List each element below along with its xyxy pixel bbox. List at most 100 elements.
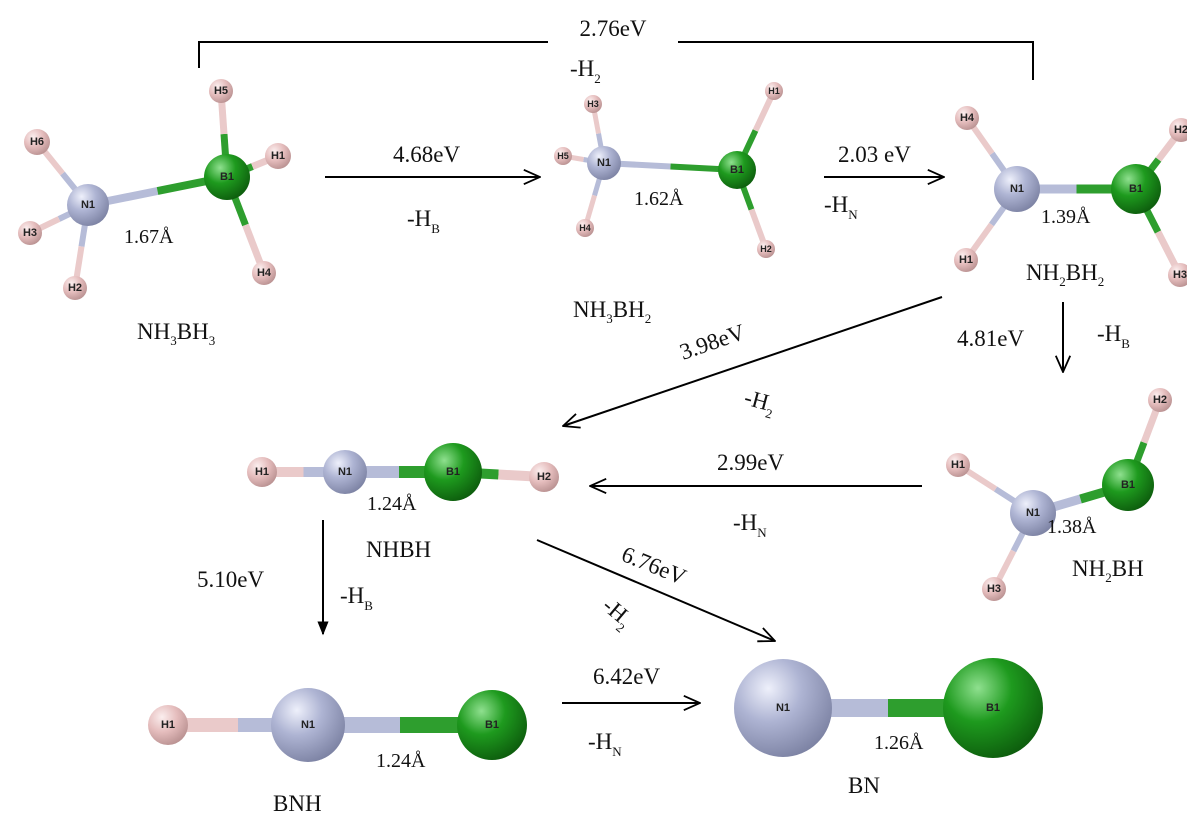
atom-label-n: N1 xyxy=(81,199,95,211)
bond-length-bn: 1.26Å xyxy=(874,732,924,754)
molecule-name-subscript: 3 xyxy=(606,311,613,326)
atom-h1 xyxy=(954,248,978,272)
molecule-name-nh3bh3: NH3BH3 xyxy=(137,319,215,348)
atom-label-h6: H6 xyxy=(30,136,44,148)
energy-label-r3: 4.81eV xyxy=(957,326,1024,351)
molecule-name-bn: BN xyxy=(848,773,880,798)
atom-b xyxy=(1102,459,1154,511)
atom-h2 xyxy=(529,462,559,492)
molecule-name-text: NH xyxy=(1026,260,1059,285)
atom-h4 xyxy=(955,106,979,130)
atom-b xyxy=(457,690,527,760)
atom-label-n: N1 xyxy=(338,466,352,478)
atom-h3 xyxy=(982,577,1006,601)
loss-label-r7: -H2 xyxy=(595,593,638,636)
atom-label-n: N1 xyxy=(776,702,790,714)
atom-label-h1: H1 xyxy=(951,459,965,471)
energy-label-r7: 6.76eV xyxy=(618,541,690,589)
molecule-name-text: NH xyxy=(137,319,170,344)
atom-label-h5: H5 xyxy=(557,151,569,161)
atom-h6 xyxy=(24,129,50,155)
loss-label-r6: -HB xyxy=(340,583,373,613)
atom-h5 xyxy=(554,147,572,165)
atom-label-h4: H4 xyxy=(579,223,591,233)
molecule-nhbh: H1 H2 N1 B1 xyxy=(247,443,559,501)
atom-h1 xyxy=(265,143,291,169)
atom-label-b: B1 xyxy=(730,164,744,176)
bracket-loss-label: -H2 xyxy=(570,56,601,86)
molecule-name-text: BH xyxy=(613,297,645,322)
bracket-line xyxy=(198,41,1034,80)
atom-b xyxy=(718,151,756,189)
molecule-nh2bh2: H1 H2 H3 H4 N1 B1 xyxy=(954,106,1187,287)
atom-label-h2: H2 xyxy=(760,244,772,254)
molecule-bn: N1 B1 xyxy=(734,658,1043,758)
atom-n xyxy=(67,184,109,226)
atom-n xyxy=(271,688,345,762)
atom-h3 xyxy=(1168,263,1187,287)
molecule-name-subscript: 2 xyxy=(1059,274,1066,289)
bond-length-bnh: 1.24Å xyxy=(376,750,426,772)
atom-b xyxy=(204,154,250,200)
atom-h2 xyxy=(63,276,87,300)
molecule-name-text: NH xyxy=(1072,556,1105,581)
atom-label-b: B1 xyxy=(1129,183,1143,195)
atom-label-h3: H3 xyxy=(587,99,599,109)
loss-label-r1: -HB xyxy=(407,206,440,236)
atom-label-b: B1 xyxy=(220,171,234,183)
loss-label-r4: -H2 xyxy=(740,385,777,422)
molecule-name-text: BNH xyxy=(273,791,322,816)
atom-label-h2: H2 xyxy=(68,282,82,294)
atom-h4 xyxy=(252,261,276,285)
molecule-name-subscript: 2 xyxy=(1098,274,1105,289)
atom-h2 xyxy=(757,240,775,258)
atom-h1 xyxy=(148,705,188,745)
bracket-label-backdrop xyxy=(548,10,678,46)
energy-label-r2: 2.03 eV xyxy=(838,142,911,167)
molecule-bnh: H1 N1 B1 xyxy=(148,688,527,762)
atom-n xyxy=(323,450,367,494)
molecule-name-nh2bh2: NH2BH2 xyxy=(1026,260,1104,289)
atom-b xyxy=(424,443,482,501)
atom-label-h3: H3 xyxy=(23,227,37,239)
bond-length-nh3bh2: 1.62Å xyxy=(634,188,684,210)
atom-label-h1: H1 xyxy=(271,150,285,162)
atom-h3 xyxy=(584,95,602,113)
bond-length-nh2bh: 1.38Å xyxy=(1047,516,1097,538)
molecule-name-subscript: 3 xyxy=(170,333,177,348)
atom-h2 xyxy=(1169,118,1187,142)
molecule-name-subscript: 2 xyxy=(1105,570,1112,585)
molecule-name-subscript: 3 xyxy=(209,333,216,348)
atom-label-h1: H1 xyxy=(161,719,175,731)
atom-label-n: N1 xyxy=(597,157,611,169)
atom-label-h1: H1 xyxy=(768,86,780,96)
molecule-name-text: BH xyxy=(1066,260,1098,285)
atom-label-b: B1 xyxy=(1121,479,1135,491)
atom-label-h2: H2 xyxy=(1153,394,1167,406)
loss-label-r3: -HB xyxy=(1097,321,1130,351)
energy-label-r4: 3.98eV xyxy=(676,319,748,365)
atom-b xyxy=(1111,164,1161,214)
energy-label-r5: 2.99eV xyxy=(717,450,784,475)
atom-label-n: N1 xyxy=(301,719,315,731)
atom-h1 xyxy=(247,457,277,487)
atom-n xyxy=(1010,490,1056,536)
bond-length-nh3bh3: 1.67Å xyxy=(124,226,174,248)
molecule-nh2bh: H1 H2 H3 N1 B1 xyxy=(946,388,1172,601)
atom-label-b: B1 xyxy=(446,466,460,478)
molecule-name-subscript: 2 xyxy=(645,311,652,326)
molecule-nh3bh3: H1 H2 H3 H4 H5 H6 N1 B1 xyxy=(18,79,291,300)
atom-label-h2: H2 xyxy=(1174,124,1187,136)
molecule-name-text: NH xyxy=(573,297,606,322)
atom-label-h4: H4 xyxy=(257,267,272,279)
arrow-r7 xyxy=(536,539,775,641)
atom-label-b: B1 xyxy=(485,719,499,731)
atom-label-h2: H2 xyxy=(537,471,551,483)
bond-length-nh2bh2: 1.39Å xyxy=(1041,206,1091,228)
molecule-name-text: BN xyxy=(848,773,880,798)
atom-h5 xyxy=(209,79,233,103)
atom-h2 xyxy=(1148,388,1172,412)
atom-label-n: N1 xyxy=(1010,183,1024,195)
atom-label-h4: H4 xyxy=(960,112,975,124)
